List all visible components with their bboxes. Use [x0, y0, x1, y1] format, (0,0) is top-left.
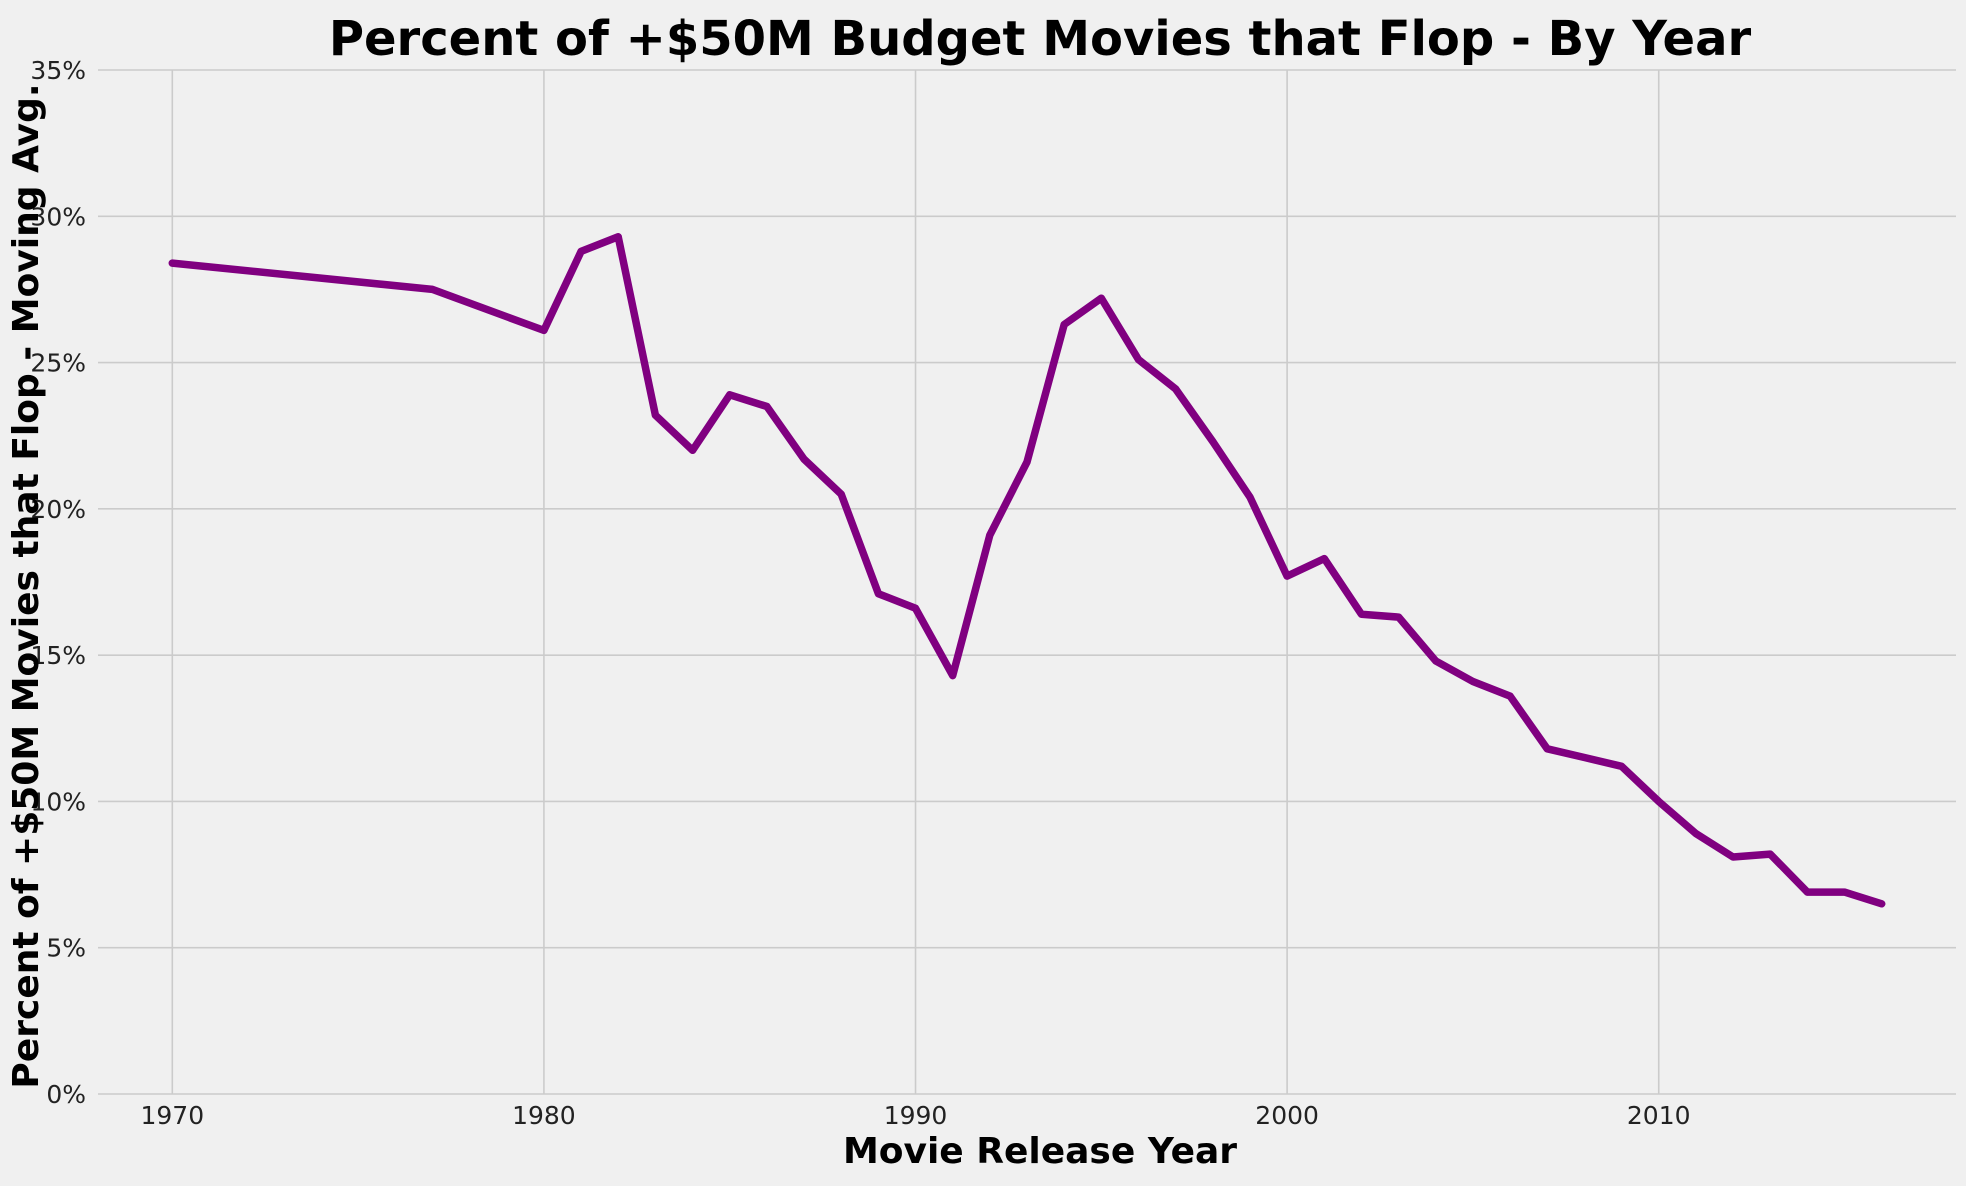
data-point	[540, 326, 548, 334]
y-tick-label: 0%	[46, 1080, 86, 1109]
y-tick-label: 35%	[30, 56, 86, 85]
grid	[98, 69, 1956, 1095]
x-tick-label: 2010	[1627, 1101, 1691, 1130]
data-point	[726, 391, 734, 399]
tick-labels: 0% 5% 10% 15% 20% 25% 30% 35% 1970 1980 1990 2000 20…	[30, 56, 1690, 1130]
data-point	[1803, 888, 1811, 896]
y-tick-label: 15%	[30, 641, 86, 670]
data-point	[428, 285, 436, 293]
data-point	[1729, 853, 1737, 861]
data-point	[1878, 900, 1886, 908]
data-point	[577, 247, 585, 255]
data-point	[1172, 385, 1180, 393]
data-point	[1395, 613, 1403, 621]
data-point	[1134, 356, 1142, 364]
y-tick-label: 20%	[30, 495, 86, 524]
data-point	[837, 490, 845, 498]
y-tick-label: 30%	[30, 202, 86, 231]
data-point	[949, 672, 957, 680]
data-point	[1246, 493, 1254, 501]
data-point	[800, 455, 808, 463]
data-point	[1023, 458, 1031, 466]
data-point	[1097, 294, 1105, 302]
series	[168, 233, 1886, 908]
data-point	[1543, 745, 1551, 753]
x-axis-label: Movie Release Year	[843, 1131, 1237, 1172]
data-point	[1580, 754, 1588, 762]
data-point	[651, 411, 659, 419]
data-point	[1692, 830, 1700, 838]
data-point	[168, 259, 176, 267]
data-point	[1766, 850, 1774, 858]
y-tick-label: 10%	[30, 787, 86, 816]
data-point	[1469, 677, 1477, 685]
data-point	[1655, 797, 1663, 805]
data-point	[763, 402, 771, 410]
chart-title: Percent of +$50M Budget Movies that Flop…	[329, 11, 1752, 67]
data-point	[1209, 438, 1217, 446]
data-point	[986, 531, 994, 539]
data-point	[1432, 657, 1440, 665]
data-point	[1841, 888, 1849, 896]
data-point	[912, 604, 920, 612]
data-point	[1618, 762, 1626, 770]
x-tick-label: 2000	[1255, 1101, 1319, 1130]
y-axis-label: Percent of +$50M Movies that Flop - Movi…	[6, 83, 47, 1088]
data-point	[1060, 321, 1068, 329]
data-point	[614, 233, 622, 241]
data-point	[689, 446, 697, 454]
x-tick-label: 1970	[141, 1101, 205, 1130]
x-tick-label: 1990	[884, 1101, 948, 1130]
data-point	[1506, 692, 1514, 700]
data-point	[874, 590, 882, 598]
data-point	[1357, 610, 1365, 618]
y-tick-label: 5%	[46, 934, 86, 963]
data-point	[1283, 572, 1291, 580]
x-tick-label: 1980	[512, 1101, 576, 1130]
y-tick-label: 25%	[30, 349, 86, 378]
data-point	[1320, 555, 1328, 563]
